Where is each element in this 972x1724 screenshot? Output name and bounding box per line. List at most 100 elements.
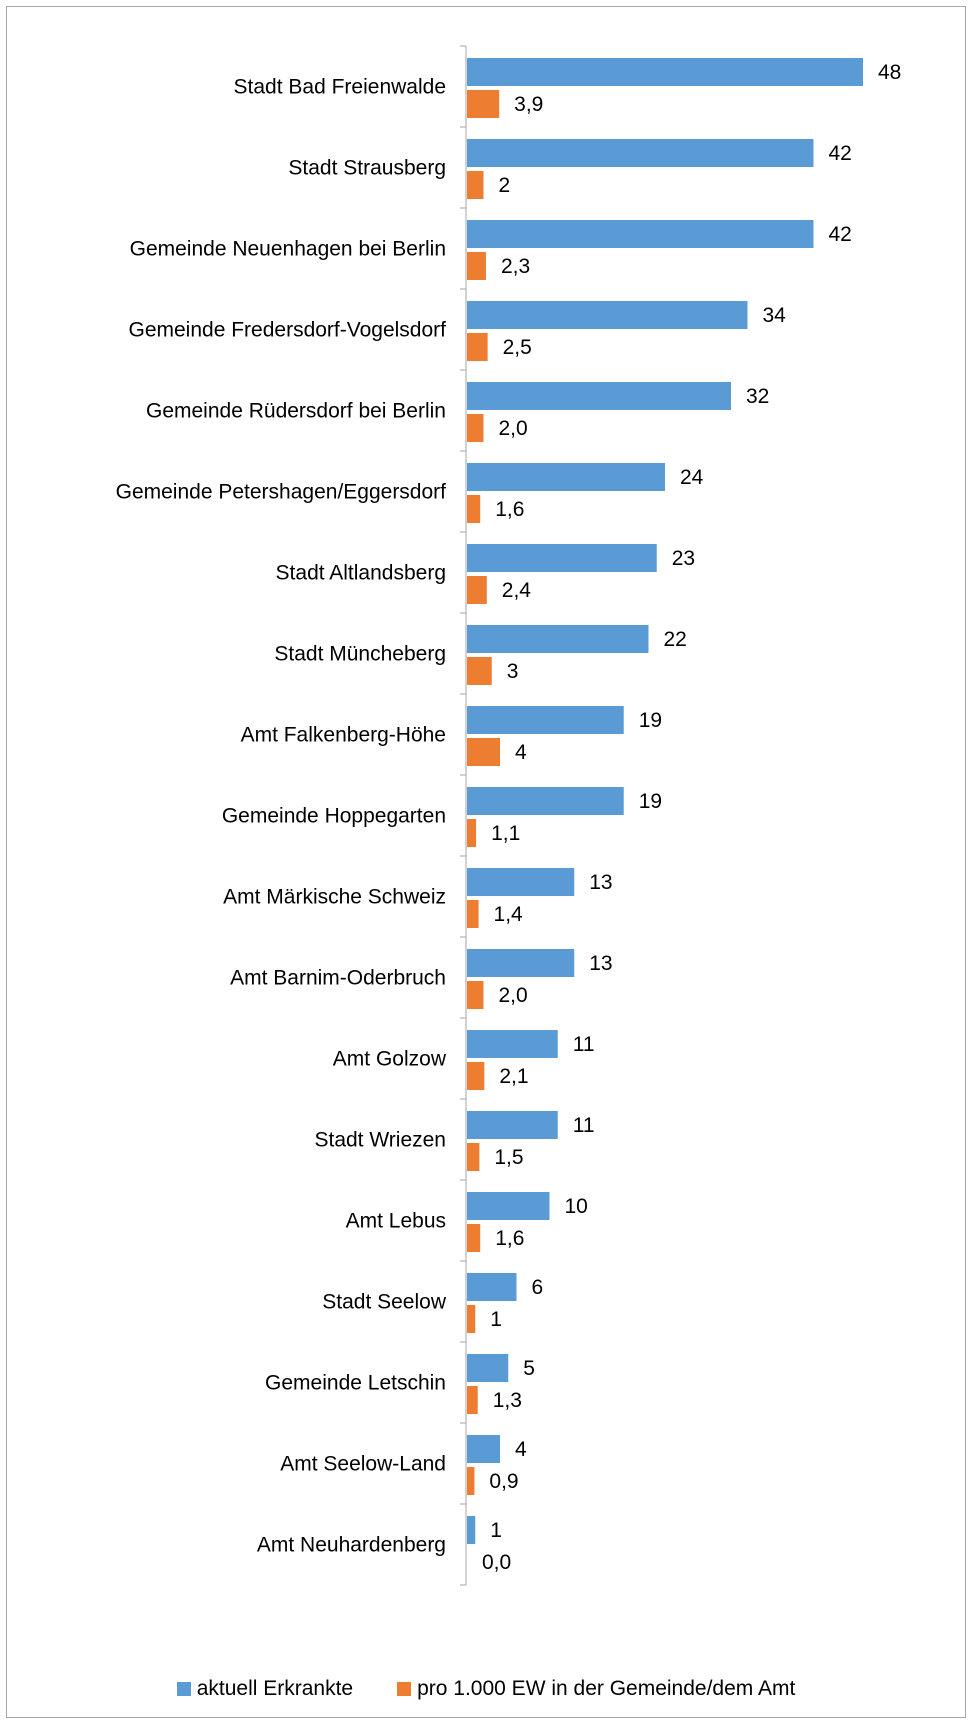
data-label-pro-1000-ew: 0,0 bbox=[482, 1551, 511, 1574]
data-label-aktuell-erkrankte: 13 bbox=[589, 952, 612, 975]
bar-aktuell-erkrankte bbox=[467, 1516, 476, 1544]
legend-swatch-series-1 bbox=[176, 1682, 191, 1696]
bar-pro-1000-ew bbox=[467, 981, 484, 1009]
category-label: Amt Neuhardenberg bbox=[257, 1534, 446, 1557]
category-label: Amt Barnim-Oderbruch bbox=[230, 967, 446, 990]
category-label: Amt Lebus bbox=[346, 1210, 446, 1233]
data-label-pro-1000-ew: 1,3 bbox=[493, 1389, 522, 1412]
bar-pro-1000-ew bbox=[467, 414, 484, 442]
data-label-pro-1000-ew: 2,1 bbox=[499, 1065, 528, 1088]
data-label-pro-1000-ew: 3,9 bbox=[514, 93, 543, 116]
data-label-pro-1000-ew: 2,0 bbox=[499, 417, 528, 440]
legend: aktuell Erkrankte pro 1.000 EW in der Ge… bbox=[0, 1677, 972, 1701]
legend-label-series-1: aktuell Erkrankte bbox=[196, 1677, 354, 1700]
bar-pro-1000-ew bbox=[467, 900, 479, 928]
data-label-pro-1000-ew: 2,5 bbox=[503, 336, 532, 359]
bar-aktuell-erkrankte bbox=[467, 1030, 558, 1058]
data-label-aktuell-erkrankte: 4 bbox=[515, 1438, 527, 1461]
data-label-aktuell-erkrankte: 19 bbox=[639, 709, 662, 732]
bar-pro-1000-ew bbox=[467, 819, 477, 847]
data-label-pro-1000-ew: 4 bbox=[515, 741, 527, 764]
category-label: Amt Falkenberg-Höhe bbox=[241, 724, 446, 747]
bar-pro-1000-ew bbox=[467, 1305, 476, 1333]
bar-layer bbox=[467, 58, 863, 1544]
data-label-pro-1000-ew: 1,1 bbox=[491, 822, 520, 845]
bar-pro-1000-ew bbox=[467, 1467, 475, 1495]
bar-pro-1000-ew bbox=[467, 657, 492, 685]
data-label-aktuell-erkrankte: 11 bbox=[573, 1033, 595, 1056]
data-label-pro-1000-ew: 1,6 bbox=[495, 498, 524, 521]
category-label: Stadt Altlandsberg bbox=[276, 562, 446, 585]
data-label-aktuell-erkrankte: 48 bbox=[878, 61, 901, 84]
data-label-pro-1000-ew: 1 bbox=[490, 1308, 502, 1331]
bar-pro-1000-ew bbox=[467, 495, 481, 523]
data-label-aktuell-erkrankte: 22 bbox=[664, 628, 687, 651]
bar-aktuell-erkrankte bbox=[467, 1273, 517, 1301]
bar-aktuell-erkrankte bbox=[467, 544, 657, 572]
label-layer: Stadt Bad Freienwalde 48 3,9 Stadt Strausbe… bbox=[116, 61, 902, 1574]
data-label-aktuell-erkrankte: 13 bbox=[589, 871, 612, 894]
bar-chart: Stadt Bad Freienwalde 48 3,9 Stadt Strausbe… bbox=[116, 45, 902, 1586]
bar-pro-1000-ew bbox=[467, 1224, 481, 1252]
category-label: Stadt Müncheberg bbox=[274, 643, 446, 666]
bar-aktuell-erkrankte bbox=[467, 58, 863, 86]
bar-pro-1000-ew bbox=[467, 576, 487, 604]
bar-aktuell-erkrankte bbox=[467, 868, 575, 896]
bar-pro-1000-ew bbox=[467, 738, 500, 766]
data-label-pro-1000-ew: 1,6 bbox=[495, 1227, 524, 1250]
category-label: Gemeinde Letschin bbox=[265, 1372, 446, 1395]
legend-item-series-1: aktuell Erkrankte bbox=[176, 1677, 354, 1701]
bar-aktuell-erkrankte bbox=[467, 382, 731, 410]
data-label-aktuell-erkrankte: 6 bbox=[532, 1276, 544, 1299]
bar-pro-1000-ew bbox=[467, 90, 500, 118]
bar-pro-1000-ew bbox=[467, 1062, 485, 1090]
bar-pro-1000-ew bbox=[467, 171, 484, 199]
data-label-aktuell-erkrankte: 11 bbox=[573, 1114, 595, 1137]
category-label: Amt Golzow bbox=[333, 1048, 447, 1071]
category-label: Gemeinde Hoppegarten bbox=[222, 805, 446, 828]
bar-pro-1000-ew bbox=[467, 1143, 480, 1171]
data-label-aktuell-erkrankte: 24 bbox=[680, 466, 704, 489]
bar-aktuell-erkrankte bbox=[467, 463, 665, 491]
category-label: Stadt Wriezen bbox=[314, 1129, 446, 1152]
data-label-aktuell-erkrankte: 1 bbox=[490, 1519, 502, 1542]
bar-aktuell-erkrankte bbox=[467, 1354, 509, 1382]
bar-aktuell-erkrankte bbox=[467, 949, 575, 977]
data-label-aktuell-erkrankte: 32 bbox=[746, 385, 769, 408]
category-label: Stadt Bad Freienwalde bbox=[234, 76, 446, 99]
bar-pro-1000-ew bbox=[467, 333, 488, 361]
category-label: Gemeinde Petershagen/Eggersdorf bbox=[116, 481, 447, 504]
data-label-aktuell-erkrankte: 34 bbox=[763, 304, 787, 327]
category-label: Stadt Strausberg bbox=[288, 157, 446, 180]
category-label: Gemeinde Rüdersdorf bei Berlin bbox=[146, 400, 446, 423]
bar-aktuell-erkrankte bbox=[467, 706, 624, 734]
bar-aktuell-erkrankte bbox=[467, 625, 649, 653]
data-label-aktuell-erkrankte: 10 bbox=[565, 1195, 588, 1218]
category-label: Amt Märkische Schweiz bbox=[223, 886, 446, 909]
legend-swatch-series-2 bbox=[397, 1682, 412, 1696]
data-label-aktuell-erkrankte: 42 bbox=[829, 223, 852, 246]
data-label-pro-1000-ew: 2,3 bbox=[501, 255, 530, 278]
axis-layer bbox=[460, 45, 467, 1586]
data-label-pro-1000-ew: 1,4 bbox=[494, 903, 524, 926]
category-label: Gemeinde Neuenhagen bei Berlin bbox=[130, 238, 446, 261]
bar-aktuell-erkrankte bbox=[467, 139, 814, 167]
bar-pro-1000-ew bbox=[467, 1386, 478, 1414]
legend-item-series-2: pro 1.000 EW in der Gemeinde/dem Amt bbox=[397, 1677, 795, 1701]
data-label-aktuell-erkrankte: 42 bbox=[829, 142, 852, 165]
bar-pro-1000-ew bbox=[467, 252, 486, 280]
bar-aktuell-erkrankte bbox=[467, 220, 814, 248]
data-label-pro-1000-ew: 2,0 bbox=[499, 984, 528, 1007]
data-label-aktuell-erkrankte: 23 bbox=[672, 547, 695, 570]
data-label-pro-1000-ew: 1,5 bbox=[494, 1146, 523, 1169]
bar-aktuell-erkrankte bbox=[467, 1111, 558, 1139]
bar-aktuell-erkrankte bbox=[467, 1435, 500, 1463]
chart-frame bbox=[6, 6, 966, 1718]
bar-aktuell-erkrankte bbox=[467, 1192, 550, 1220]
data-label-aktuell-erkrankte: 19 bbox=[639, 790, 662, 813]
data-label-pro-1000-ew: 3 bbox=[507, 660, 519, 683]
data-label-pro-1000-ew: 2 bbox=[499, 174, 511, 197]
bar-aktuell-erkrankte bbox=[467, 787, 624, 815]
bar-aktuell-erkrankte bbox=[467, 301, 748, 329]
legend-label-series-2: pro 1.000 EW in der Gemeinde/dem Amt bbox=[417, 1677, 796, 1700]
